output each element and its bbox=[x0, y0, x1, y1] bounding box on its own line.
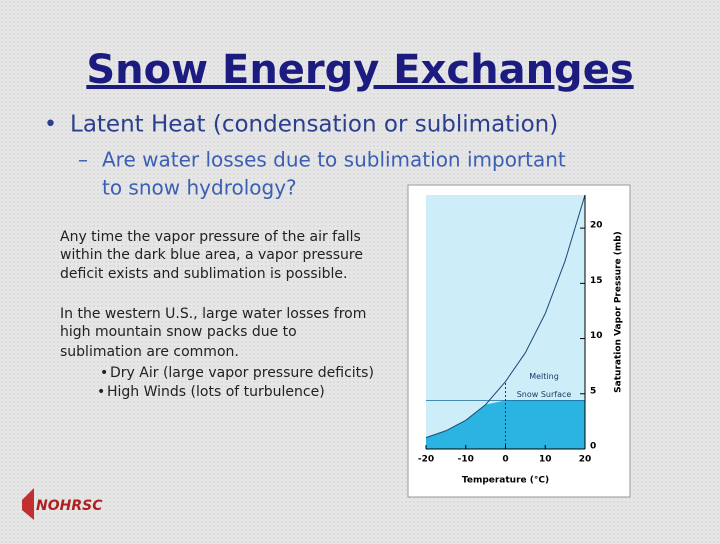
list-item: High Winds (lots of turbulence) bbox=[107, 384, 325, 400]
melting-label: Melting bbox=[529, 372, 559, 381]
x-tick-label: 10 bbox=[539, 455, 552, 465]
body-text: Any time the vapor pressure of the air f… bbox=[60, 229, 374, 400]
logo-mark bbox=[22, 488, 34, 520]
bullet-dot: • bbox=[44, 112, 57, 137]
text-line: Any time the vapor pressure of the air f… bbox=[60, 229, 361, 245]
snow-surface-label: Snow Surface bbox=[517, 390, 572, 399]
y-tick-label: 5 bbox=[590, 386, 596, 396]
text-line: In the western U.S., large water losses … bbox=[60, 306, 366, 322]
y-tick-label: 0 bbox=[590, 442, 596, 452]
y-axis-label: Saturation Vapor Pressure (mb) bbox=[614, 231, 624, 393]
list-dot: • bbox=[100, 365, 108, 381]
chart: -20 -10 0 10 20 0 5 10 15 20 Temperature (°C) Satur… bbox=[418, 194, 624, 486]
sub-bullet: Are water losses due to sublimation impo… bbox=[102, 148, 566, 172]
sub-bullet: to snow hydrology? bbox=[102, 176, 297, 200]
x-tick-label: -10 bbox=[458, 455, 474, 465]
text-line: sublimation are common. bbox=[60, 344, 239, 360]
bullet: Latent Heat (condensation or sublimation… bbox=[70, 112, 558, 138]
logo-text: NOHRSC bbox=[36, 498, 103, 514]
vapor-curve bbox=[425, 194, 586, 439]
list-dot: • bbox=[97, 384, 105, 400]
y-tick-label: 20 bbox=[590, 221, 603, 231]
text-line: within the dark blue area, a vapor press… bbox=[60, 247, 363, 263]
x-tick-label: -20 bbox=[418, 455, 434, 465]
text-line: deficit exists and sublimation is possib… bbox=[60, 266, 347, 282]
y-tick-label: 15 bbox=[590, 276, 603, 286]
text-line: high mountain snow packs due to bbox=[60, 324, 297, 340]
x-tick-label: 20 bbox=[579, 455, 592, 465]
list-item: Dry Air (large vapor pressure deficits) bbox=[110, 365, 374, 381]
logo: NOHRSC bbox=[22, 488, 103, 520]
x-axis-label: Temperature (°C) bbox=[462, 476, 549, 486]
slide-title: Snow Energy Exchanges bbox=[86, 47, 633, 93]
x-tick-label: 0 bbox=[502, 455, 508, 465]
y-tick-label: 10 bbox=[590, 331, 603, 341]
dash: – bbox=[78, 148, 88, 172]
